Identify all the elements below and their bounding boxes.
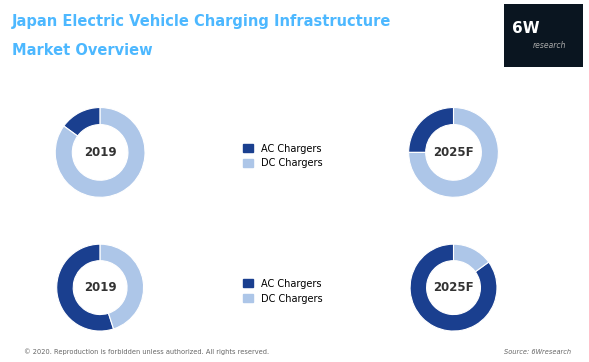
Text: 2025F: 2025F bbox=[434, 146, 474, 159]
Text: Figure 3: Japan Electric Vehicle Charger Market Volume Share, By Types, 2019 & 2: Figure 3: Japan Electric Vehicle Charger… bbox=[120, 219, 469, 228]
Text: 2019: 2019 bbox=[84, 146, 117, 159]
Text: 6W: 6W bbox=[512, 21, 540, 36]
Wedge shape bbox=[100, 244, 144, 329]
Wedge shape bbox=[454, 244, 489, 272]
Text: Japan Electric Vehicle Charging Infrastructure: Japan Electric Vehicle Charging Infrastr… bbox=[12, 14, 391, 29]
Text: Source: 6Wresearch: Source: 6Wresearch bbox=[504, 349, 571, 355]
Legend: AC Chargers, DC Chargers: AC Chargers, DC Chargers bbox=[239, 140, 326, 172]
Wedge shape bbox=[64, 108, 100, 136]
Text: Market Overview: Market Overview bbox=[12, 43, 153, 58]
Wedge shape bbox=[57, 244, 114, 331]
Legend: AC Chargers, DC Chargers: AC Chargers, DC Chargers bbox=[239, 275, 326, 308]
Text: Figure 2: Japan Electric Vehicle Charger Market Revenue Share, By Types, 2019 & : Figure 2: Japan Electric Vehicle Charger… bbox=[118, 79, 471, 88]
Wedge shape bbox=[409, 108, 454, 152]
Text: 2025F: 2025F bbox=[434, 281, 474, 294]
Wedge shape bbox=[410, 244, 497, 331]
Text: © 2020. Reproduction is forbidden unless authorized. All rights reserved.: © 2020. Reproduction is forbidden unless… bbox=[24, 349, 269, 355]
Wedge shape bbox=[55, 108, 145, 197]
Text: 2019: 2019 bbox=[84, 281, 117, 294]
Text: research: research bbox=[533, 41, 567, 50]
Wedge shape bbox=[409, 108, 498, 197]
FancyBboxPatch shape bbox=[504, 4, 583, 67]
